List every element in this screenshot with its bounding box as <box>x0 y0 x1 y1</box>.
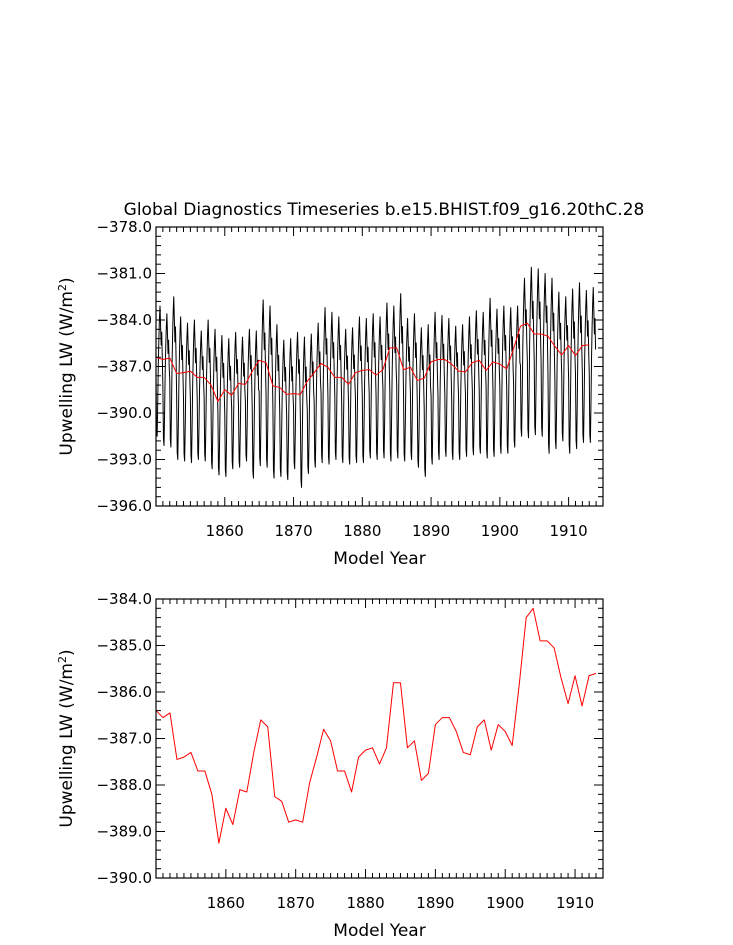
x-tick-label: 1860 <box>206 522 244 540</box>
y-axis-label-superscript: 2 <box>56 284 69 291</box>
y-tick-label: −386.0 <box>96 683 152 701</box>
series-line-annual-mean <box>156 607 597 844</box>
y-axis-label-main: Upwelling LW (W/m <box>57 291 77 456</box>
x-tick-label: 1900 <box>486 894 524 912</box>
chart-title: Global Diagnostics Timeseries b.e15.BHIS… <box>124 200 645 220</box>
x-axis-label: Model Year <box>333 921 425 941</box>
x-tick-label: 1900 <box>481 522 519 540</box>
y-tick-label: −384.0 <box>96 590 152 608</box>
y-tick-label: −388.0 <box>96 776 152 794</box>
x-tick-label: 1890 <box>412 522 450 540</box>
y-tick-label: −390.0 <box>96 404 152 422</box>
y-axis-label: Upwelling LW (W/m2) <box>56 277 78 455</box>
y-tick-label: −389.0 <box>96 823 152 841</box>
y-tick-label: −385.0 <box>96 637 152 655</box>
bottom-panel: 1860 1870 1880 1890 1900 1910 −390.0 −389.0 −388… <box>56 590 604 941</box>
y-tick-label: −396.0 <box>96 497 152 515</box>
y-tick-label: −390.0 <box>96 869 152 887</box>
x-tick-label: 1880 <box>343 522 381 540</box>
top-panel: 1860 1870 1880 1890 1900 1910 −396.0 −393.0 −390… <box>56 218 604 569</box>
x-tick-label: 1890 <box>416 894 454 912</box>
series-group <box>156 266 597 488</box>
y-axis-label-superscript: 2 <box>56 656 69 663</box>
y-tick-label: −387.0 <box>96 358 152 376</box>
y-tick-label: −393.0 <box>96 451 152 469</box>
x-tick-label: 1880 <box>346 894 384 912</box>
y-tick-label: −381.0 <box>96 265 152 283</box>
y-tick-label: −384.0 <box>96 311 152 329</box>
x-axis-label: Model Year <box>333 549 425 569</box>
series-line-monthly <box>156 266 597 488</box>
x-tick-label: 1860 <box>207 894 245 912</box>
x-tick-label: 1870 <box>274 522 312 540</box>
series-line-annual-mean <box>156 322 590 402</box>
x-tick-label: 1910 <box>550 522 588 540</box>
y-tick-label: −378.0 <box>96 218 152 236</box>
y-tick-label: −387.0 <box>96 730 152 748</box>
x-tick-label: 1910 <box>556 894 594 912</box>
series-group <box>156 607 597 844</box>
x-tick-label: 1870 <box>277 894 315 912</box>
plot-frame <box>155 598 604 879</box>
y-axis-label-main: Upwelling LW (W/m <box>57 663 77 828</box>
y-axis-label-close: ) <box>57 277 77 284</box>
y-axis-label: Upwelling LW (W/m2) <box>56 649 78 827</box>
y-axis-label-close: ) <box>57 649 77 656</box>
